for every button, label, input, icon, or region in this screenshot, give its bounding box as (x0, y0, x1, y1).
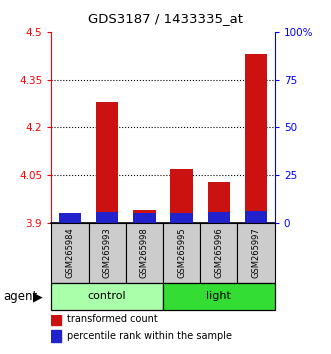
Bar (245, 211, 267, 223)
Bar (59, 213, 81, 223)
Bar (208, 182, 230, 223)
Bar (51, 283, 163, 310)
Bar (238, 223, 275, 283)
Text: GSM265996: GSM265996 (214, 228, 223, 279)
Text: percentile rank within the sample: percentile rank within the sample (67, 331, 232, 341)
Bar (126, 223, 163, 283)
Bar (133, 210, 156, 223)
Text: control: control (88, 291, 126, 302)
Bar (200, 223, 238, 283)
Bar (51, 330, 61, 342)
Bar (245, 54, 267, 223)
Text: GSM265997: GSM265997 (252, 228, 260, 279)
Text: GSM265984: GSM265984 (66, 228, 74, 279)
Bar (51, 223, 88, 283)
Text: GDS3187 / 1433335_at: GDS3187 / 1433335_at (88, 12, 243, 25)
Bar (96, 102, 118, 223)
Text: agent: agent (3, 290, 37, 303)
Bar (170, 169, 193, 223)
Bar (208, 212, 230, 223)
Text: GSM265995: GSM265995 (177, 228, 186, 279)
Text: GSM265993: GSM265993 (103, 228, 112, 279)
Text: ▶: ▶ (33, 290, 43, 303)
Bar (163, 223, 200, 283)
Text: light: light (207, 291, 231, 302)
Bar (96, 212, 118, 223)
Bar (163, 283, 275, 310)
Bar (59, 213, 81, 223)
Text: GSM265998: GSM265998 (140, 228, 149, 279)
Bar (51, 313, 61, 325)
Bar (170, 212, 193, 223)
Text: transformed count: transformed count (67, 314, 158, 324)
Bar (88, 223, 126, 283)
Bar (133, 212, 156, 223)
